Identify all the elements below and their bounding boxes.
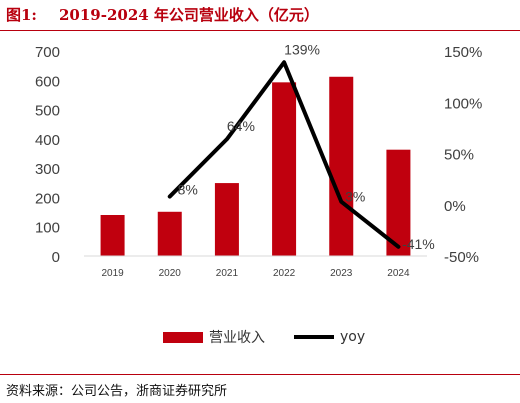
x-tick-label: 2023 bbox=[330, 268, 353, 279]
x-tick-label: 2022 bbox=[273, 268, 296, 279]
y-tick-label: 600 bbox=[35, 73, 60, 90]
left-axis: 0 100 200 300 400 500 600 700 bbox=[35, 44, 60, 266]
revenue-bar bbox=[100, 215, 125, 256]
legend-label-yoy: yoy bbox=[340, 329, 366, 345]
yoy-data-label: -41% bbox=[402, 236, 435, 252]
y2-tick-label: 50% bbox=[444, 147, 474, 164]
y-tick-label: 0 bbox=[52, 249, 60, 266]
revenue-bar bbox=[214, 183, 239, 256]
y-tick-label: 100 bbox=[35, 220, 60, 237]
y2-tick-label: 0% bbox=[444, 198, 466, 215]
yoy-data-label: 3% bbox=[345, 189, 365, 205]
revenue-bar bbox=[329, 76, 354, 256]
chart-title: 2019-2024 年公司营业收入（亿元） bbox=[58, 6, 319, 24]
figure-label: 图1: bbox=[6, 6, 37, 24]
yoy-line bbox=[167, 60, 401, 249]
legend-swatch-yoy bbox=[294, 335, 334, 339]
legend: 营业收入 yoy bbox=[0, 326, 520, 348]
y-tick-label: 400 bbox=[35, 132, 60, 149]
legend-item-revenue: 营业收入 bbox=[163, 326, 265, 348]
y-tick-label: 700 bbox=[35, 44, 60, 61]
x-tick-label: 2021 bbox=[216, 268, 239, 279]
revenue-bars bbox=[100, 76, 411, 256]
x-tick-label: 2019 bbox=[101, 268, 124, 279]
right-axis: -50% 0% 50% 100% 150% bbox=[444, 44, 482, 266]
yoy-data-label: 139% bbox=[284, 41, 320, 57]
yoy-data-label: 8% bbox=[178, 182, 198, 198]
x-tick-label: 2024 bbox=[387, 268, 410, 279]
legend-swatch-revenue bbox=[163, 331, 203, 343]
revenue-chart: 0 100 200 300 400 500 600 700 -50% 0% 50% 100% 150%… bbox=[35, 41, 482, 279]
x-tick-label: 2020 bbox=[159, 268, 182, 279]
footer-rule bbox=[0, 374, 520, 375]
x-axis: 2019 2020 2021 2022 2023 2024 bbox=[101, 268, 410, 279]
y2-tick-label: 150% bbox=[444, 44, 482, 61]
y-tick-label: 500 bbox=[35, 103, 60, 120]
y2-tick-label: -50% bbox=[444, 249, 479, 266]
y2-tick-label: 100% bbox=[444, 95, 482, 112]
y-tick-label: 200 bbox=[35, 190, 60, 207]
revenue-bar bbox=[272, 82, 297, 256]
legend-item-yoy: yoy bbox=[294, 326, 365, 348]
revenue-bar bbox=[157, 211, 182, 256]
title-rule bbox=[0, 30, 520, 31]
yoy-labels: 8% 64% 139% 3% -41% bbox=[178, 41, 435, 252]
yoy-data-label: 64% bbox=[227, 118, 255, 134]
source-note: 资料来源：公司公告，浙商证券研究所 bbox=[6, 384, 228, 399]
figure-title: 图1: 2019-2024 年公司营业收入（亿元） bbox=[6, 4, 319, 25]
legend-label-revenue: 营业收入 bbox=[209, 330, 265, 346]
y-tick-label: 300 bbox=[35, 161, 60, 178]
